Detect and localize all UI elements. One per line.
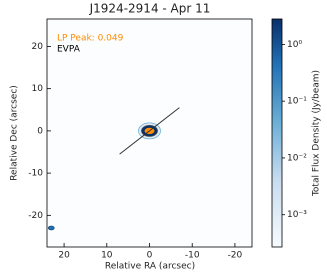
colorbar-tick-label: 10⁻³ [287,210,307,220]
x-tick-label: 10 [101,251,113,261]
y-tick-label: 20 [32,42,44,52]
colorbar [271,18,283,248]
x-tick-label: -20 [228,251,243,261]
chart-title: J1924-2914 - Apr 11 [89,2,211,16]
annotation: LP Peak: 0.049 [57,34,124,44]
colorbar-tick-label: 10⁰ [287,40,302,50]
y-tick-label: -20 [28,211,43,221]
evpa-line [119,107,180,155]
annotation: EVPA [57,45,81,55]
x-tick-label: 0 [147,251,153,261]
x-tick-label: 20 [58,251,70,261]
x-tick-label: -10 [185,251,200,261]
x-axis-label: Relative RA (arcsec) [105,262,195,272]
y-tick-label: -10 [28,169,43,179]
y-tick-label: 10 [32,84,44,94]
colorbar-tick-label: 10⁻² [287,153,307,163]
y-axis-label: Relative Dec (arcsec) [10,85,20,181]
beam [47,225,55,231]
y-tick-label: 0 [37,126,43,136]
colorbar-label: Total Flux Density (Jy/beam) [312,70,322,197]
colorbar-tick-label: 10⁻¹ [287,97,307,107]
